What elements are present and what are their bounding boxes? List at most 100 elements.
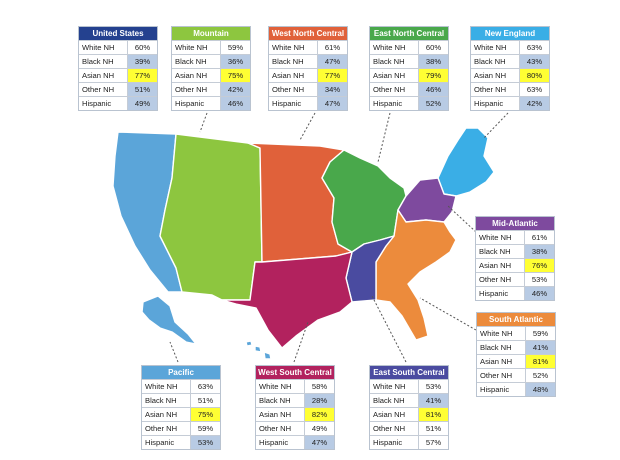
card-title: New England	[471, 27, 549, 40]
card-table: White NH 63% Black NH 43% Asian NH 80% Other N…	[471, 40, 549, 110]
table-row: Asian NH 77%	[269, 68, 347, 83]
row-label: Asian NH	[471, 68, 520, 83]
row-value: 46%	[220, 96, 250, 110]
row-value: 59%	[220, 40, 250, 55]
row-label: Asian NH	[172, 68, 221, 83]
row-label: Other NH	[172, 82, 221, 97]
row-label: Hispanic	[79, 96, 128, 110]
card-united-states: United States White NH 60% Black NH 39% Asian…	[78, 26, 158, 111]
table-row: Hispanic 42%	[471, 96, 549, 110]
card-east-south-central: East South Central White NH 53% Black NH 41%…	[369, 365, 449, 450]
row-value: 53%	[190, 435, 220, 449]
row-label: Black NH	[142, 393, 191, 408]
row-label: Black NH	[256, 393, 305, 408]
row-value: 41%	[525, 340, 555, 355]
row-label: White NH	[471, 40, 520, 55]
table-row: White NH 63%	[142, 379, 220, 394]
table-row: Asian NH 81%	[477, 354, 555, 369]
table-row: Asian NH 75%	[142, 407, 220, 422]
table-row: Black NH 51%	[142, 393, 220, 408]
row-value: 52%	[525, 368, 555, 383]
row-value: 28%	[304, 393, 334, 408]
card-title: South Atlantic	[477, 313, 555, 326]
region-hawaii	[245, 340, 272, 360]
row-value: 63%	[519, 82, 549, 97]
row-label: White NH	[79, 40, 128, 55]
table-row: Black NH 43%	[471, 54, 549, 69]
card-title: East North Central	[370, 27, 448, 40]
row-label: White NH	[370, 379, 419, 394]
row-value: 48%	[525, 382, 555, 396]
row-label: Asian NH	[142, 407, 191, 422]
row-value: 47%	[304, 435, 334, 449]
row-label: Other NH	[471, 82, 520, 97]
table-row: Black NH 36%	[172, 54, 250, 69]
table-row: Other NH 49%	[256, 421, 334, 436]
card-title: Mountain	[172, 27, 250, 40]
table-row: White NH 58%	[256, 379, 334, 394]
table-row: White NH 53%	[370, 379, 448, 394]
table-row: Black NH 38%	[370, 54, 448, 69]
table-row: White NH 60%	[370, 40, 448, 55]
card-table: White NH 59% Black NH 41% Asian NH 81% Other N…	[477, 326, 555, 396]
card-table: White NH 60% Black NH 38% Asian NH 79% Other N…	[370, 40, 448, 110]
table-row: Black NH 41%	[477, 340, 555, 355]
table-row: Other NH 52%	[477, 368, 555, 383]
row-value: 46%	[418, 82, 448, 97]
card-table: White NH 61% Black NH 47% Asian NH 77% Other N…	[269, 40, 347, 110]
row-label: Black NH	[477, 340, 526, 355]
row-value: 36%	[220, 54, 250, 69]
row-value: 39%	[127, 54, 157, 69]
table-row: Black NH 38%	[476, 244, 554, 259]
row-label: Other NH	[477, 368, 526, 383]
row-label: Other NH	[476, 272, 525, 287]
row-label: Hispanic	[370, 96, 419, 110]
row-label: Hispanic	[256, 435, 305, 449]
row-value: 61%	[317, 40, 347, 55]
row-value: 77%	[317, 68, 347, 83]
row-label: Hispanic	[269, 96, 318, 110]
card-title: Pacific	[142, 366, 220, 379]
row-value: 79%	[418, 68, 448, 83]
row-label: Black NH	[370, 54, 419, 69]
table-row: Hispanic 46%	[476, 286, 554, 300]
row-value: 51%	[127, 82, 157, 97]
row-value: 43%	[519, 54, 549, 69]
row-label: Hispanic	[477, 382, 526, 396]
table-row: Asian NH 82%	[256, 407, 334, 422]
row-label: White NH	[269, 40, 318, 55]
row-value: 80%	[519, 68, 549, 83]
table-row: Hispanic 52%	[370, 96, 448, 110]
row-value: 38%	[524, 244, 554, 259]
row-value: 49%	[304, 421, 334, 436]
row-value: 75%	[190, 407, 220, 422]
region-south-atlantic	[375, 209, 457, 341]
row-label: Black NH	[172, 54, 221, 69]
table-row: Hispanic 57%	[370, 435, 448, 449]
table-row: White NH 60%	[79, 40, 157, 55]
row-label: White NH	[477, 326, 526, 341]
table-row: White NH 61%	[269, 40, 347, 55]
card-west-north-central: West North Central White NH 61% Black NH 47%…	[268, 26, 348, 111]
row-value: 41%	[418, 393, 448, 408]
row-label: Hispanic	[370, 435, 419, 449]
row-value: 52%	[418, 96, 448, 110]
table-row: White NH 61%	[476, 230, 554, 245]
row-label: Asian NH	[370, 407, 419, 422]
table-row: White NH 59%	[477, 326, 555, 341]
table-row: Hispanic 46%	[172, 96, 250, 110]
row-label: White NH	[142, 379, 191, 394]
table-row: Black NH 28%	[256, 393, 334, 408]
table-row: Asian NH 81%	[370, 407, 448, 422]
card-title: Mid-Atlantic	[476, 217, 554, 230]
row-label: White NH	[370, 40, 419, 55]
row-label: Black NH	[471, 54, 520, 69]
row-label: Hispanic	[471, 96, 520, 110]
table-row: Other NH 59%	[142, 421, 220, 436]
row-value: 42%	[220, 82, 250, 97]
row-label: Black NH	[79, 54, 128, 69]
card-pacific: Pacific White NH 63% Black NH 51% Asian NH 75%…	[141, 365, 221, 450]
row-label: White NH	[172, 40, 221, 55]
table-row: Asian NH 79%	[370, 68, 448, 83]
